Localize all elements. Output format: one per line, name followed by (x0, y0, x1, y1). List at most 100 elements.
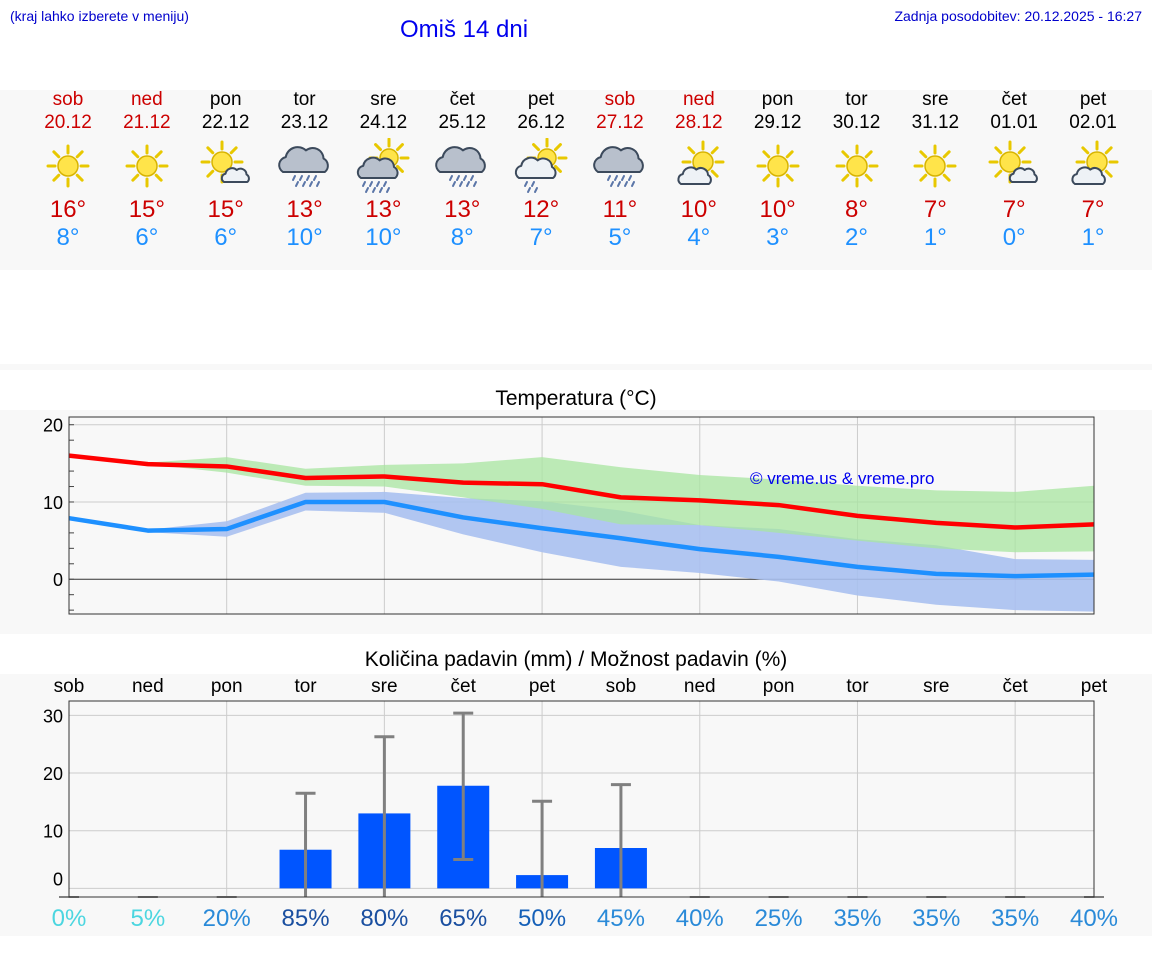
day-name: sob (52, 89, 84, 110)
temp-max: 12° (522, 196, 560, 223)
x-tick-label: čet (451, 676, 477, 697)
temp-max: 16° (49, 196, 87, 223)
x-tick-label: sre (923, 676, 949, 697)
precipitation-probability: 5% (131, 905, 166, 932)
plot-area (69, 701, 1094, 897)
day-name: pon (209, 89, 242, 110)
temp-max: 7° (1081, 196, 1105, 223)
temp-max: 7° (923, 196, 947, 223)
forecast-band (0, 90, 1152, 270)
temp-min: 6° (214, 224, 238, 251)
precipitation-probability: 25% (755, 905, 803, 932)
temperature-chart: 0 10 20 © vreme.us & vreme.pro (43, 416, 1095, 615)
x-tick-label: tor (294, 676, 317, 697)
x-tick-label: tor (846, 676, 869, 697)
sun-small-cloud-icon (988, 140, 1039, 184)
day-name: čet (449, 89, 475, 110)
temp-max: 13° (286, 196, 323, 223)
sun-icon (835, 144, 878, 188)
sun-cloud-rain-icon (357, 138, 410, 193)
precipitation-probability: 0% (52, 905, 87, 932)
day-name: sre (922, 89, 949, 110)
precipitation-probability: 85% (282, 905, 330, 932)
temp-min: 1° (923, 224, 947, 251)
temp-min: 2° (845, 224, 868, 251)
precipitation-probability: 35% (833, 905, 881, 932)
temp-min: 7° (529, 224, 553, 251)
day-column: pon 29.12 10° 3° (738, 88, 818, 252)
y-tick-label: 30 (43, 706, 63, 726)
day-date: 28.12 (675, 112, 723, 133)
day-date: 31.12 (911, 112, 960, 133)
temp-min: 0° (1002, 224, 1026, 251)
day-date: 20.12 (44, 112, 92, 133)
location-hint: (kraj lahko izberete v meniju) (10, 8, 189, 24)
day-name: pet (527, 89, 555, 110)
x-tick-label: ned (132, 676, 164, 697)
day-column: sre 24.12 13° 10° (343, 88, 423, 252)
day-name: ned (682, 89, 715, 110)
precipitation-probability: 50% (518, 905, 566, 932)
day-date: 24.12 (359, 112, 408, 133)
day-name: sre (370, 89, 397, 110)
sun-icon (125, 144, 169, 188)
day-column: ned 21.12 15° 6° (107, 88, 187, 252)
temp-max: 10° (680, 196, 717, 223)
day-name: sob (604, 89, 636, 110)
temp-max: 10° (759, 196, 796, 223)
day-date: 02.01 (1069, 112, 1117, 133)
day-date: 01.01 (990, 112, 1038, 133)
precipitation-probability: 40% (676, 905, 724, 932)
day-date: 21.12 (123, 112, 171, 133)
day-column: sob 20.12 16° 8° (28, 88, 108, 252)
temp-max: 15° (207, 196, 244, 223)
day-column: pon 22.12 15° 6° (186, 88, 266, 252)
sun-icon (46, 144, 90, 188)
temp-max: 13° (444, 196, 481, 223)
x-tick-label: sob (606, 676, 637, 697)
temp-max: 11° (602, 196, 638, 223)
sun-icon (913, 144, 957, 188)
day-column: pet 26.12 12° 7° (501, 88, 581, 252)
precipitation-probability: 35% (912, 905, 960, 932)
cloud-rain-icon (593, 146, 644, 187)
temp-min: 8° (56, 224, 80, 251)
day-date: 23.12 (280, 112, 329, 133)
sun-small-cloud-icon (200, 140, 250, 184)
precipitation-probability: 40% (1070, 905, 1118, 932)
sun-cloud-icon (1071, 140, 1119, 185)
divider (0, 364, 1152, 370)
day-name: pet (1079, 89, 1107, 110)
y-tick-label: 10 (43, 822, 63, 842)
cloud-rain-icon (435, 146, 487, 187)
temp-max: 15° (128, 196, 165, 223)
temp-min: 5° (608, 224, 632, 251)
x-tick-label: pet (1081, 676, 1108, 697)
precipitation-chart: 0 10 20 30 sob ned pon tor sre čet pet sob ned pon tor… (43, 676, 1118, 932)
temp-min: 1° (1081, 224, 1105, 251)
temp-max: 7° (1002, 196, 1026, 223)
temperature-chart-title: Temperatura (°C) (495, 387, 657, 410)
precipitation-chart-title: Količina padavin (mm) / Možnost padavin … (364, 648, 788, 671)
y-tick-label: 0 (53, 570, 63, 590)
x-tick-label: sob (54, 676, 85, 697)
day-name: čet (1001, 89, 1027, 110)
sun-cloud-icon (677, 140, 725, 185)
precipitation-probability: 65% (439, 905, 487, 932)
day-column: ned 28.12 10° 4° (659, 88, 739, 252)
day-column: čet 25.12 13° 8° (422, 88, 502, 252)
day-column: sob 27.12 11° 5° (580, 88, 660, 252)
day-date: 27.12 (596, 112, 644, 133)
plot-frame (68, 700, 1095, 898)
day-name: tor (293, 89, 316, 110)
temp-min: 6° (135, 224, 159, 251)
precipitation-probability: 80% (360, 905, 408, 932)
temp-min: 4° (687, 224, 711, 251)
day-column: tor 30.12 8° 2° (817, 88, 897, 252)
min-range-band (69, 491, 1094, 612)
day-date: 26.12 (517, 112, 565, 133)
temp-min: 8° (450, 224, 474, 251)
day-column: tor 23.12 13° 10° (265, 88, 345, 252)
temp-min: 10° (365, 224, 402, 251)
x-tick-label: čet (1002, 676, 1028, 697)
